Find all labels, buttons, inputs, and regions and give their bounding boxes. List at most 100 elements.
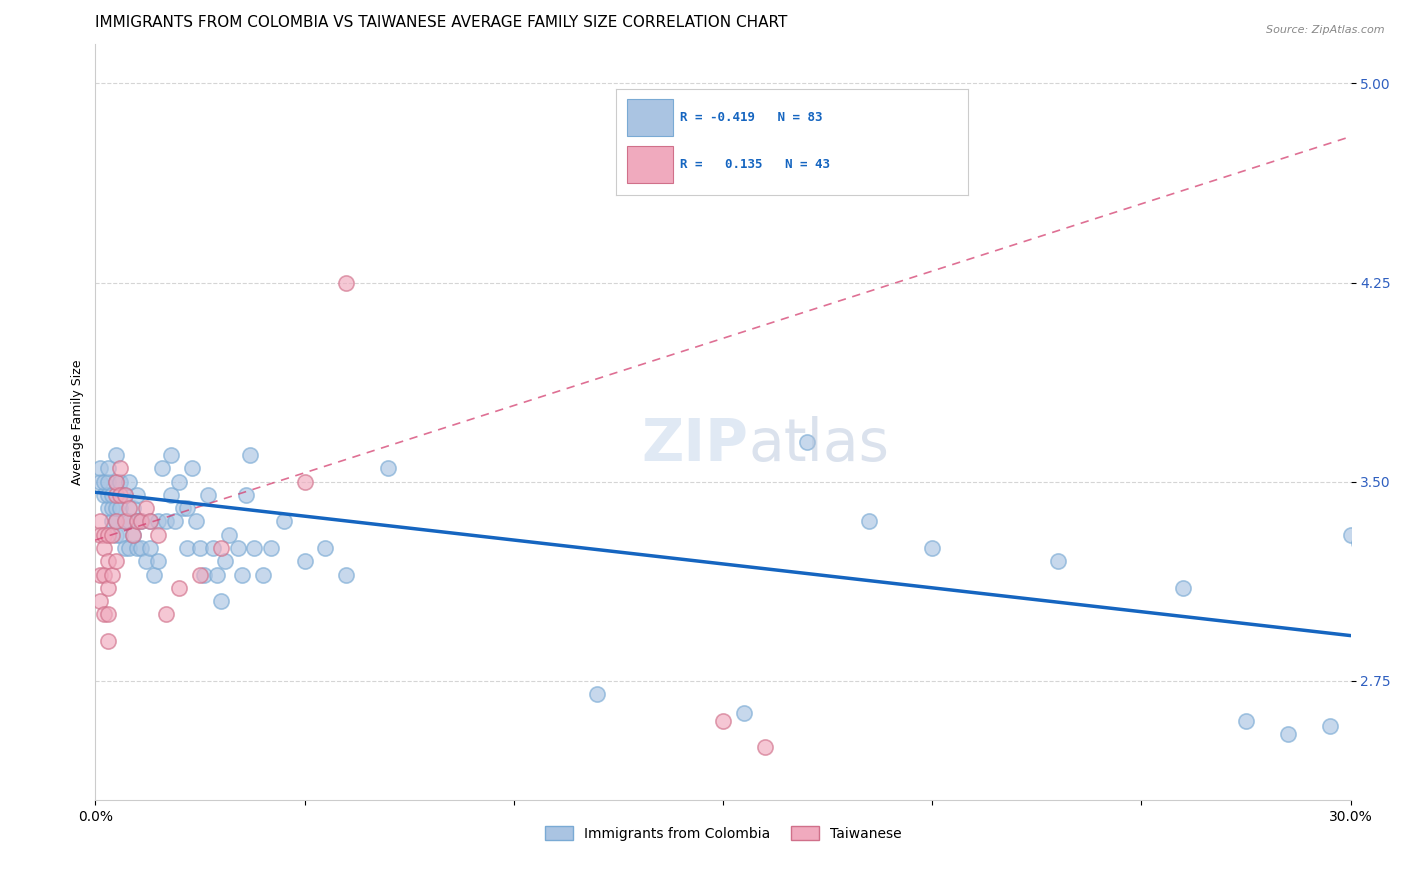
Point	[101, 567, 124, 582]
Point	[226, 541, 249, 555]
Point	[127, 541, 149, 555]
Point	[139, 515, 162, 529]
Point	[155, 607, 177, 622]
Point	[188, 541, 211, 555]
Point	[97, 488, 120, 502]
Point	[1046, 554, 1069, 568]
Point	[150, 461, 173, 475]
Point	[252, 567, 274, 582]
Point	[167, 581, 190, 595]
Point	[273, 515, 295, 529]
Point	[201, 541, 224, 555]
Point	[97, 581, 120, 595]
Point	[93, 567, 115, 582]
Point	[142, 567, 165, 582]
Point	[294, 475, 316, 489]
Point	[146, 515, 169, 529]
Point	[163, 515, 186, 529]
Point	[93, 527, 115, 541]
Point	[105, 527, 128, 541]
Point	[89, 475, 111, 489]
Point	[172, 501, 194, 516]
Y-axis label: Average Family Size: Average Family Size	[72, 359, 84, 484]
Point	[110, 475, 132, 489]
Point	[1361, 541, 1384, 555]
Point	[146, 527, 169, 541]
Point	[101, 501, 124, 516]
Point	[89, 527, 111, 541]
Text: atlas: atlas	[748, 417, 889, 473]
Point	[105, 515, 128, 529]
Point	[97, 461, 120, 475]
Point	[921, 541, 943, 555]
Point	[146, 554, 169, 568]
Point	[105, 515, 128, 529]
Point	[118, 501, 141, 516]
Point	[239, 448, 262, 462]
Point	[131, 515, 153, 529]
Point	[139, 515, 162, 529]
Legend: Immigrants from Colombia, Taiwanese: Immigrants from Colombia, Taiwanese	[540, 821, 907, 847]
Point	[105, 554, 128, 568]
Point	[218, 527, 240, 541]
Point	[155, 515, 177, 529]
Point	[335, 276, 357, 290]
Point	[260, 541, 283, 555]
Point	[131, 515, 153, 529]
Point	[711, 714, 734, 728]
Point	[1234, 714, 1257, 728]
Text: IMMIGRANTS FROM COLOMBIA VS TAIWANESE AVERAGE FAMILY SIZE CORRELATION CHART: IMMIGRANTS FROM COLOMBIA VS TAIWANESE AV…	[96, 15, 787, 30]
Point	[114, 488, 136, 502]
Point	[796, 434, 818, 449]
Point	[197, 488, 219, 502]
Point	[118, 541, 141, 555]
Point	[205, 567, 228, 582]
Point	[209, 594, 232, 608]
Point	[315, 541, 337, 555]
Point	[127, 488, 149, 502]
Point	[122, 527, 145, 541]
Point	[105, 475, 128, 489]
Point	[754, 740, 776, 755]
Point	[184, 515, 207, 529]
Point	[110, 527, 132, 541]
Point	[294, 554, 316, 568]
Point	[110, 488, 132, 502]
Point	[214, 554, 236, 568]
Text: ZIP: ZIP	[641, 417, 748, 473]
Point	[97, 634, 120, 648]
Point	[105, 475, 128, 489]
Point	[231, 567, 253, 582]
Point	[176, 541, 198, 555]
Point	[114, 515, 136, 529]
Point	[733, 706, 755, 720]
Point	[188, 567, 211, 582]
Point	[110, 501, 132, 516]
Point	[159, 448, 181, 462]
Point	[89, 594, 111, 608]
Point	[118, 515, 141, 529]
Point	[243, 541, 266, 555]
Point	[139, 541, 162, 555]
Point	[335, 567, 357, 582]
Point	[1348, 535, 1371, 549]
Point	[105, 488, 128, 502]
Point	[118, 475, 141, 489]
Point	[122, 527, 145, 541]
Point	[1340, 527, 1362, 541]
Point	[131, 541, 153, 555]
Point	[127, 515, 149, 529]
Point	[97, 527, 120, 541]
Point	[93, 607, 115, 622]
Point	[1319, 719, 1341, 733]
Point	[858, 515, 880, 529]
Point	[122, 501, 145, 516]
Point	[93, 475, 115, 489]
Point	[176, 501, 198, 516]
Point	[97, 475, 120, 489]
Point	[97, 501, 120, 516]
Point	[1173, 581, 1195, 595]
Point	[105, 501, 128, 516]
Point	[101, 488, 124, 502]
Point	[97, 554, 120, 568]
